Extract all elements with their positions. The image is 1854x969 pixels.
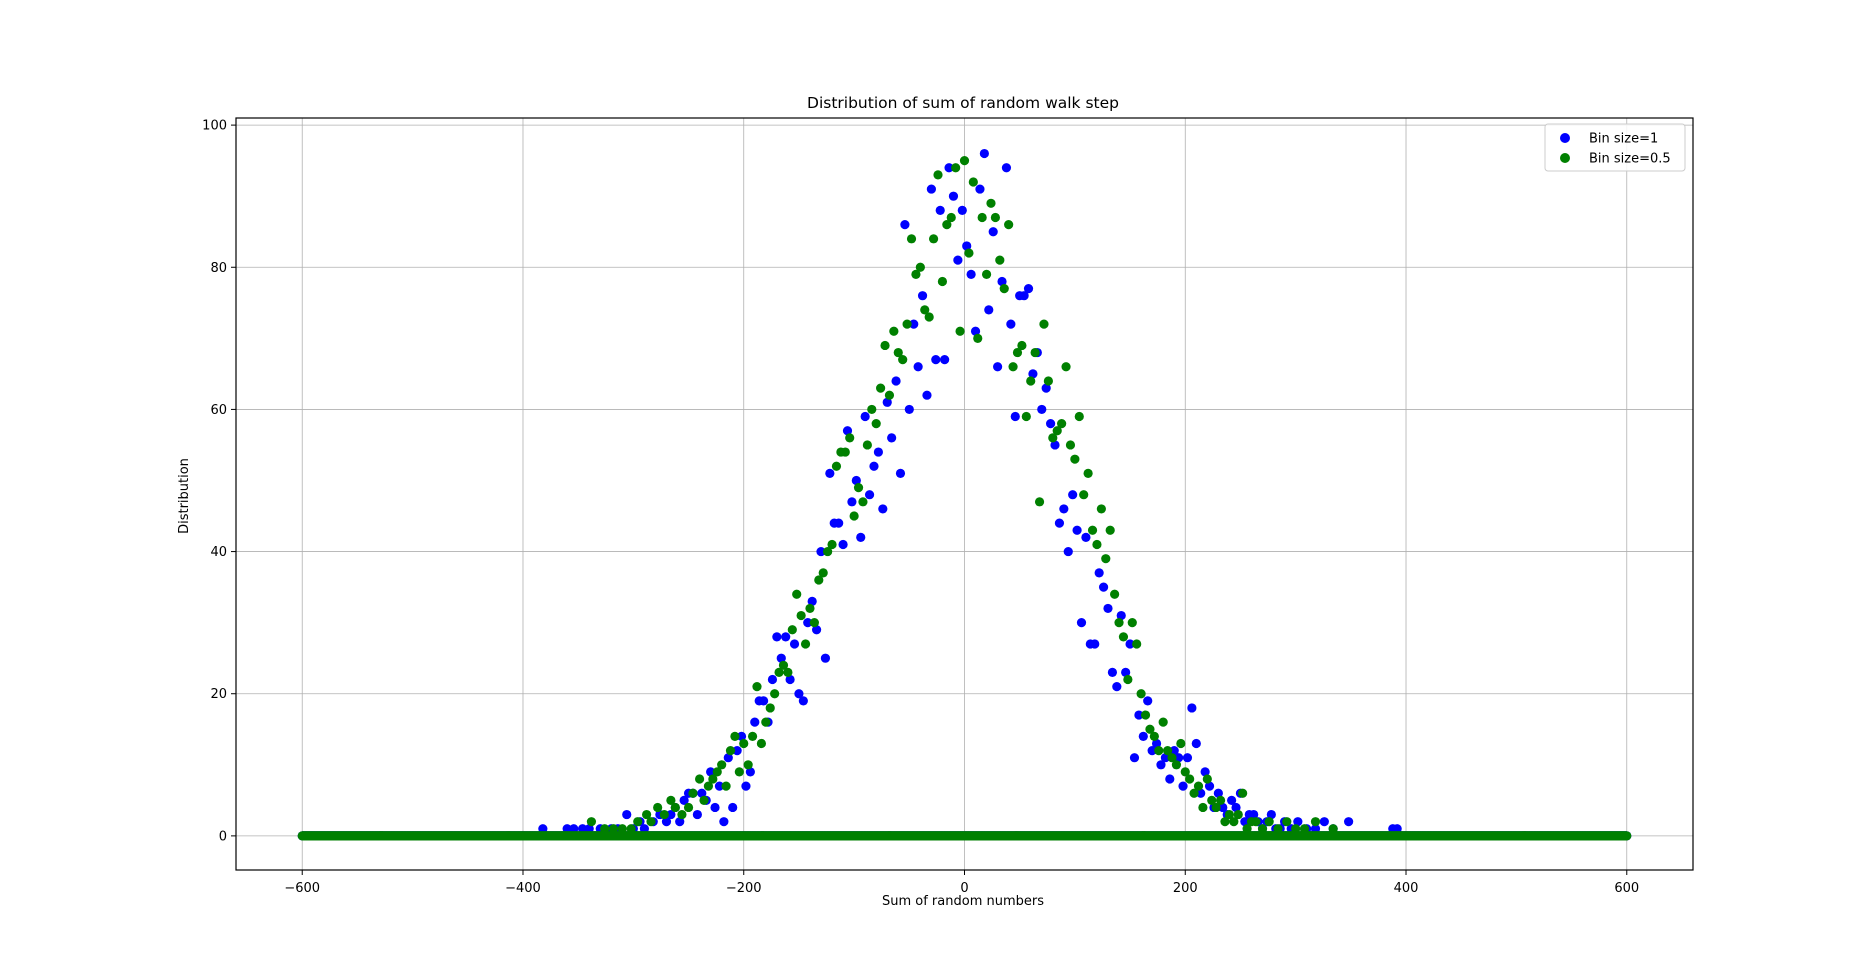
data-point [646,817,655,826]
data-point [975,184,984,193]
data-point [587,817,596,826]
data-point [847,497,856,506]
data-point [1622,831,1631,840]
data-point [1187,703,1196,712]
data-point [1139,732,1148,741]
data-point [719,817,728,826]
data-point [1183,753,1192,762]
data-point [1064,547,1073,556]
data-point [671,803,680,812]
data-point [874,447,883,456]
data-point [1112,682,1121,691]
data-point [622,810,631,819]
data-point [768,675,777,684]
data-point [1059,504,1068,513]
data-point [1046,419,1055,428]
data-point [627,824,636,833]
data-point [677,810,686,819]
data-point [609,824,618,833]
data-point [1011,412,1020,421]
data-point [684,803,693,812]
data-point [1072,526,1081,535]
data-point [838,540,847,549]
data-point [993,362,1002,371]
data-point [1178,782,1187,791]
data-point [688,789,697,798]
data-point [1099,583,1108,592]
data-point [728,803,737,812]
data-point [980,149,989,158]
data-point [914,362,923,371]
data-point [1165,774,1174,783]
data-point [1081,533,1090,542]
data-point [1090,639,1099,648]
data-point [856,533,865,542]
data-point [918,291,927,300]
data-point [861,412,870,421]
data-point [984,305,993,314]
data-point [1055,519,1064,528]
data-point [869,462,878,471]
data-point [1002,163,1011,172]
data-point [825,469,834,478]
data-point [1344,817,1353,826]
data-point [940,355,949,364]
data-point [865,490,874,499]
data-point [790,639,799,648]
data-point [772,632,781,641]
data-point [953,256,962,265]
data-point [891,376,900,385]
data-point [1103,604,1112,613]
data-point [834,519,843,528]
data-point [1320,817,1329,826]
data-point [633,817,642,826]
data-point [900,220,909,229]
data-point [1192,739,1201,748]
data-point [927,184,936,193]
data-point [936,206,945,215]
data-point [878,504,887,513]
data-point [1108,668,1117,677]
data-point [600,824,609,833]
data-point [1068,490,1077,499]
data-point [781,632,790,641]
data-point [989,227,998,236]
data-point [1130,753,1139,762]
data-point [741,782,750,791]
data-point [896,469,905,478]
data-point [1037,405,1046,414]
data-point [1143,696,1152,705]
data-point [660,810,669,819]
data-point [653,803,662,812]
data-point [887,433,896,442]
data-point [1006,320,1015,329]
data-point [967,270,976,279]
data-point [750,718,759,727]
data-point [931,355,940,364]
data-point [1095,568,1104,577]
data-point [949,192,958,201]
data-point [799,696,808,705]
data-point [1077,618,1086,627]
data-point [759,696,768,705]
data-point [958,206,967,215]
data-point [905,405,914,414]
data-point [1024,284,1033,293]
data-point [710,803,719,812]
data-point [618,824,627,833]
data-point [821,654,830,663]
data-point [693,810,702,819]
data-point [922,391,931,400]
